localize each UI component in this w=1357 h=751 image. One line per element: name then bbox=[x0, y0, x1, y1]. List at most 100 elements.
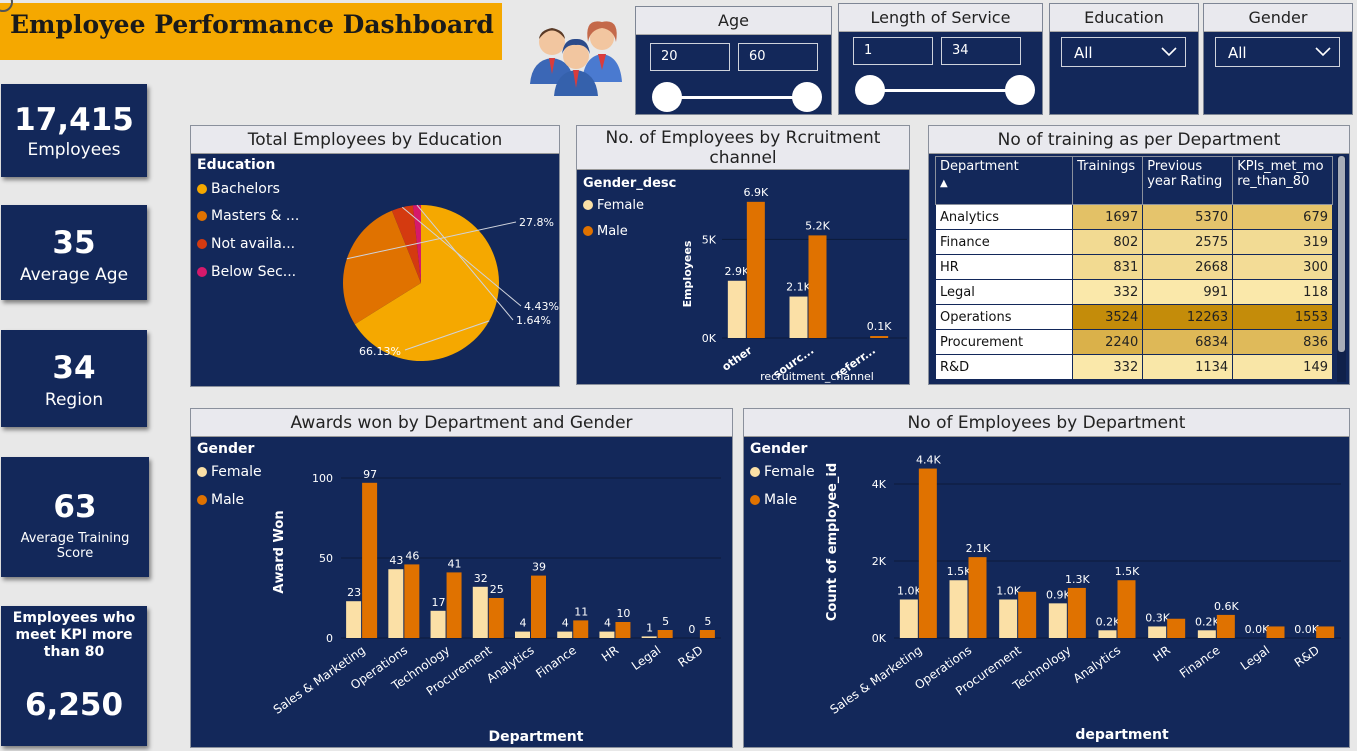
service-slider-track[interactable] bbox=[869, 89, 1019, 92]
data-label: 6.9K bbox=[743, 186, 768, 199]
table-row[interactable]: HR 831 2668 300 bbox=[935, 254, 1333, 280]
age-slicer-title: Age bbox=[636, 7, 831, 35]
table-row[interactable]: Analytics 1697 5370 679 bbox=[935, 204, 1333, 230]
column-header-trainings[interactable]: Trainings bbox=[1072, 156, 1144, 205]
length-of-service-slicer: Length of Service 1 34 bbox=[838, 3, 1043, 115]
pie-data-label: 66.13% bbox=[359, 345, 401, 358]
focus-mode-icon[interactable] bbox=[0, 0, 13, 12]
bar-male bbox=[1018, 591, 1037, 638]
legend-dot bbox=[750, 495, 760, 505]
legend-item-male[interactable]: Male bbox=[197, 492, 244, 508]
sort-ascending-icon[interactable]: ▲ bbox=[940, 178, 948, 189]
data-label: 1.0K bbox=[996, 584, 1021, 597]
data-label: 32 bbox=[474, 572, 488, 585]
legend-dot bbox=[197, 211, 207, 221]
age-slider-track[interactable] bbox=[666, 96, 802, 99]
bar-male bbox=[1266, 626, 1285, 638]
table-row[interactable]: R&D 332 1134 149 bbox=[935, 354, 1333, 380]
service-max-input[interactable]: 34 bbox=[941, 37, 1021, 65]
bar-female bbox=[430, 610, 446, 638]
legend-label: Male bbox=[597, 224, 628, 239]
education-dropdown-value: All bbox=[1074, 44, 1093, 62]
age-min-input[interactable]: 20 bbox=[650, 43, 730, 71]
column-header-kpis-met[interactable]: KPIs_met_mo re_than_80 bbox=[1232, 156, 1333, 205]
x-tick-label: Finance bbox=[533, 643, 579, 681]
age-slider-min-handle[interactable] bbox=[652, 82, 682, 112]
legend-label: Male bbox=[764, 492, 798, 508]
y-axis-title: Count of employee_id bbox=[825, 463, 840, 621]
cell-value: 802 bbox=[1072, 229, 1144, 255]
cell-value: 2575 bbox=[1142, 229, 1234, 255]
legend-item-below-secondary[interactable]: Below Sec... bbox=[197, 264, 296, 280]
awards-panel: Awards won by Department and Gender Gend… bbox=[190, 408, 733, 748]
training-table-panel: No of training as per Department Departm… bbox=[928, 125, 1350, 385]
cell-department: R&D bbox=[935, 354, 1074, 380]
table-row[interactable]: Operations 3524 12263 1553 bbox=[935, 304, 1333, 330]
bar-female bbox=[599, 631, 615, 638]
column-header-label: Department bbox=[940, 159, 1019, 174]
column-header-previous-year-rating[interactable]: Previous year Rating bbox=[1142, 156, 1234, 205]
table-row[interactable]: Finance 802 2575 319 bbox=[935, 229, 1333, 255]
bar-female bbox=[999, 599, 1018, 638]
bar-male bbox=[699, 630, 715, 638]
bar-female bbox=[557, 631, 573, 638]
data-label: 0.0K bbox=[1294, 623, 1319, 636]
data-label: 2.1K bbox=[786, 281, 811, 294]
cell-value: 5370 bbox=[1142, 204, 1234, 230]
gender-dropdown-value: All bbox=[1228, 44, 1247, 62]
column-header-department[interactable]: Department ▲ bbox=[935, 156, 1074, 205]
cell-department: Finance bbox=[935, 229, 1074, 255]
kpi-training-label: Average Training Score bbox=[20, 531, 130, 561]
training-table-title: No of training as per Department bbox=[929, 126, 1349, 154]
kpi-employees-label: Employees bbox=[27, 140, 121, 160]
legend-item-female[interactable]: Female bbox=[750, 464, 815, 480]
recruitment-legend-title: Gender_desc bbox=[583, 176, 677, 191]
legend-item-female[interactable]: Female bbox=[583, 198, 644, 213]
legend-dot bbox=[750, 467, 760, 477]
legend-item-masters[interactable]: Masters & ... bbox=[197, 208, 299, 224]
bar-male bbox=[657, 630, 673, 638]
bar-male bbox=[968, 557, 987, 638]
education-dropdown[interactable]: All bbox=[1061, 37, 1186, 67]
gender-dropdown[interactable]: All bbox=[1215, 37, 1340, 67]
cell-value: 300 bbox=[1232, 254, 1333, 280]
cell-value: 332 bbox=[1072, 279, 1144, 305]
data-label: 1.5K bbox=[947, 565, 972, 578]
service-min-input[interactable]: 1 bbox=[853, 37, 933, 65]
legend-item-male[interactable]: Male bbox=[583, 224, 628, 239]
x-tick-label: HR bbox=[599, 643, 621, 664]
chevron-down-icon bbox=[1161, 47, 1177, 57]
age-slider-max-handle[interactable] bbox=[792, 82, 822, 112]
legend-dot bbox=[197, 267, 207, 277]
legend-dot bbox=[197, 239, 207, 249]
data-label: 17 bbox=[432, 596, 446, 609]
data-label: 2.1K bbox=[966, 542, 991, 555]
table-row[interactable]: Legal 332 991 118 bbox=[935, 279, 1333, 305]
data-label: 5 bbox=[704, 615, 711, 628]
table-scrollbar[interactable] bbox=[1337, 156, 1346, 382]
service-slider-max-handle[interactable] bbox=[1005, 75, 1035, 105]
bar-male bbox=[573, 620, 589, 638]
legend-item-male[interactable]: Male bbox=[750, 492, 797, 508]
legend-item-female[interactable]: Female bbox=[197, 464, 262, 480]
table-scrollbar-thumb[interactable] bbox=[1338, 156, 1345, 352]
legend-item-not-available[interactable]: Not availa... bbox=[197, 236, 295, 252]
training-table-scroll-area: Department ▲ Trainings Previous year Rat… bbox=[935, 156, 1333, 382]
cell-value: 831 bbox=[1072, 254, 1144, 280]
kpi-kpi80-label: Employees who meet KPI more than 80 bbox=[12, 610, 136, 660]
education-pie-panel: Total Employees by Education Education B… bbox=[190, 125, 560, 387]
y-tick-label: 4K bbox=[872, 478, 887, 491]
cell-value: 2240 bbox=[1072, 329, 1144, 355]
age-max-input[interactable]: 60 bbox=[738, 43, 818, 71]
data-label: 4.4K bbox=[916, 454, 941, 467]
kpi-card-region: 34 Region bbox=[1, 330, 147, 427]
pie-slice bbox=[391, 205, 421, 283]
service-slider-min-handle[interactable] bbox=[855, 75, 885, 105]
table-row[interactable]: Procurement 2240 6834 836 bbox=[935, 329, 1333, 355]
x-tick-label: other bbox=[720, 343, 755, 373]
legend-item-bachelors[interactable]: Bachelors bbox=[197, 181, 280, 197]
cell-value: 12263 bbox=[1142, 304, 1234, 330]
x-tick-label: Analytics bbox=[484, 643, 537, 686]
data-label: 43 bbox=[389, 554, 403, 567]
data-label: 5.2K bbox=[805, 219, 830, 232]
